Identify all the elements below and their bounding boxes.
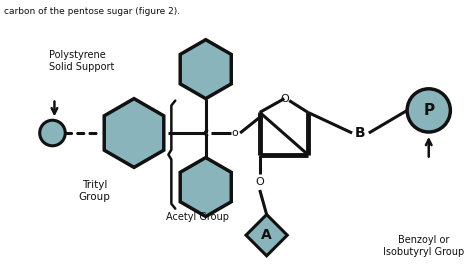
Text: o: o	[232, 128, 238, 138]
Text: O: O	[255, 177, 264, 187]
Circle shape	[40, 120, 65, 146]
Polygon shape	[104, 99, 164, 167]
Text: B: B	[355, 126, 365, 140]
Text: Polystyrene
Solid Support: Polystyrene Solid Support	[48, 50, 114, 72]
Text: Acetyl Group: Acetyl Group	[166, 211, 229, 222]
Polygon shape	[180, 158, 231, 217]
Text: Benzoyl or
Isobutyryl Group: Benzoyl or Isobutyryl Group	[383, 235, 465, 257]
Text: P: P	[423, 103, 434, 118]
Text: c: c	[203, 128, 209, 138]
Text: carbon of the pentose sugar (figure 2).: carbon of the pentose sugar (figure 2).	[4, 7, 181, 16]
Text: A: A	[261, 228, 272, 242]
Circle shape	[407, 89, 450, 132]
Text: Trityl
Group: Trityl Group	[79, 180, 110, 202]
Text: O: O	[280, 94, 289, 104]
Polygon shape	[180, 40, 231, 99]
Polygon shape	[246, 215, 287, 256]
